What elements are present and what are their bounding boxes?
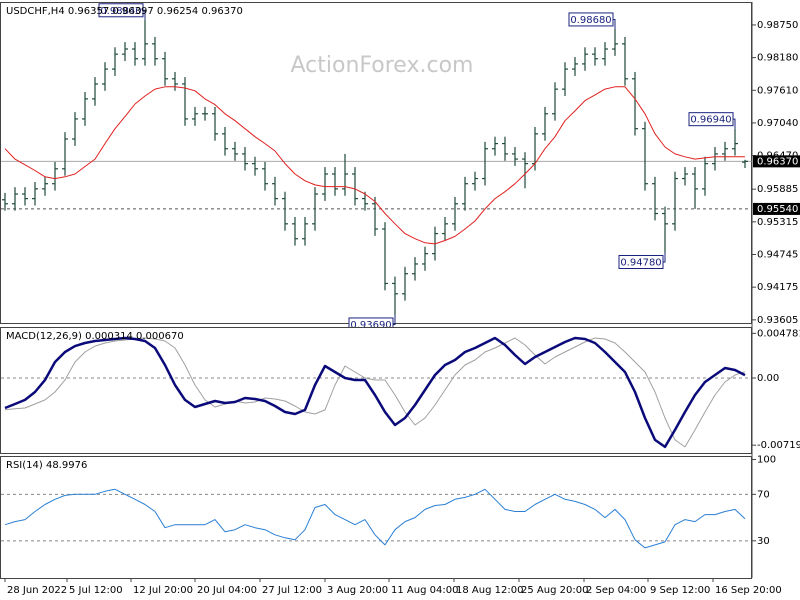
annotation-label: 0.98680 — [570, 15, 611, 26]
pane-frame — [0, 2, 752, 324]
y-tick-label: 0.95315 — [757, 217, 798, 228]
indicator-line — [4, 337, 746, 448]
x-tick-label: 2 Sep 04:00 — [586, 585, 646, 596]
indicator-line — [4, 336, 746, 449]
y-tick-label: 0.98750 — [757, 20, 798, 31]
x-tick-label: 5 Jul 12:00 — [69, 585, 123, 596]
y-tick-label: 70 — [757, 489, 770, 500]
annotation-label: 0.98840 — [100, 6, 141, 17]
x-tick-label: 3 Aug 20:00 — [327, 585, 388, 596]
pane-frame — [0, 327, 752, 454]
price-label: 0.96370 — [757, 156, 798, 167]
annotation-leader — [613, 18, 616, 29]
annotation-box — [98, 3, 144, 18]
annotation-label: 0.94780 — [620, 257, 661, 268]
annotation-leader — [733, 118, 736, 129]
y-tick-label: 0.97610 — [757, 85, 798, 96]
y-tick-label: 0.95885 — [757, 184, 798, 195]
y-tick-label: 0.97040 — [757, 118, 798, 129]
x-tick-label: 12 Jul 20:00 — [133, 585, 193, 596]
annotation-box — [688, 112, 734, 127]
y-tick-label: 0.94175 — [757, 282, 798, 293]
y-tick-label: 0.98180 — [757, 53, 798, 64]
pane-frame — [0, 456, 752, 579]
x-tick-label: 27 Jul 12:00 — [262, 585, 322, 596]
x-tick-label: 25 Aug 20:00 — [521, 585, 588, 596]
y-tick-label: 100 — [757, 454, 776, 465]
pane-title: RSI(14) 48.9976 — [6, 460, 87, 471]
level-label: 0.95540 — [757, 204, 798, 215]
annotation-box — [568, 12, 614, 27]
x-tick-label: 9 Sep 12:00 — [650, 585, 710, 596]
level-label-box — [753, 202, 800, 215]
pane-title: MACD(12,26,9) 0.000314 0.000670 — [6, 331, 184, 342]
x-tick-label: 20 Jul 04:00 — [197, 585, 257, 596]
x-tick-label: 18 Aug 12:00 — [456, 585, 523, 596]
pane-title: USDCHF,H4 0.96357 0.96397 0.96254 0.9637… — [6, 6, 243, 17]
y-tick-label: 30 — [757, 536, 770, 547]
y-tick-label: 0.004781 — [757, 328, 800, 339]
watermark: ActionForex.com — [291, 53, 474, 78]
y-tick-label: -0.007191 — [757, 440, 800, 451]
y-tick-label: 0.94745 — [757, 250, 798, 261]
annotation-label: 0.93690 — [350, 320, 391, 331]
indicator-line — [4, 488, 746, 549]
x-tick-label: 11 Aug 04:00 — [391, 585, 458, 596]
annotation-leader — [143, 9, 146, 20]
x-tick-label: 16 Sep 20:00 — [715, 585, 782, 596]
indicator-line — [4, 86, 745, 245]
annotation-box — [618, 254, 664, 269]
annotation-leader — [663, 252, 666, 263]
y-tick-label: 0.00 — [757, 373, 779, 384]
annotation-leader — [393, 314, 396, 325]
annotation-label: 0.96940 — [690, 115, 731, 126]
x-tick-label: 28 Jun 2022 — [7, 585, 67, 596]
price-label-box — [753, 155, 800, 168]
y-tick-label: 0.93605 — [757, 315, 798, 326]
